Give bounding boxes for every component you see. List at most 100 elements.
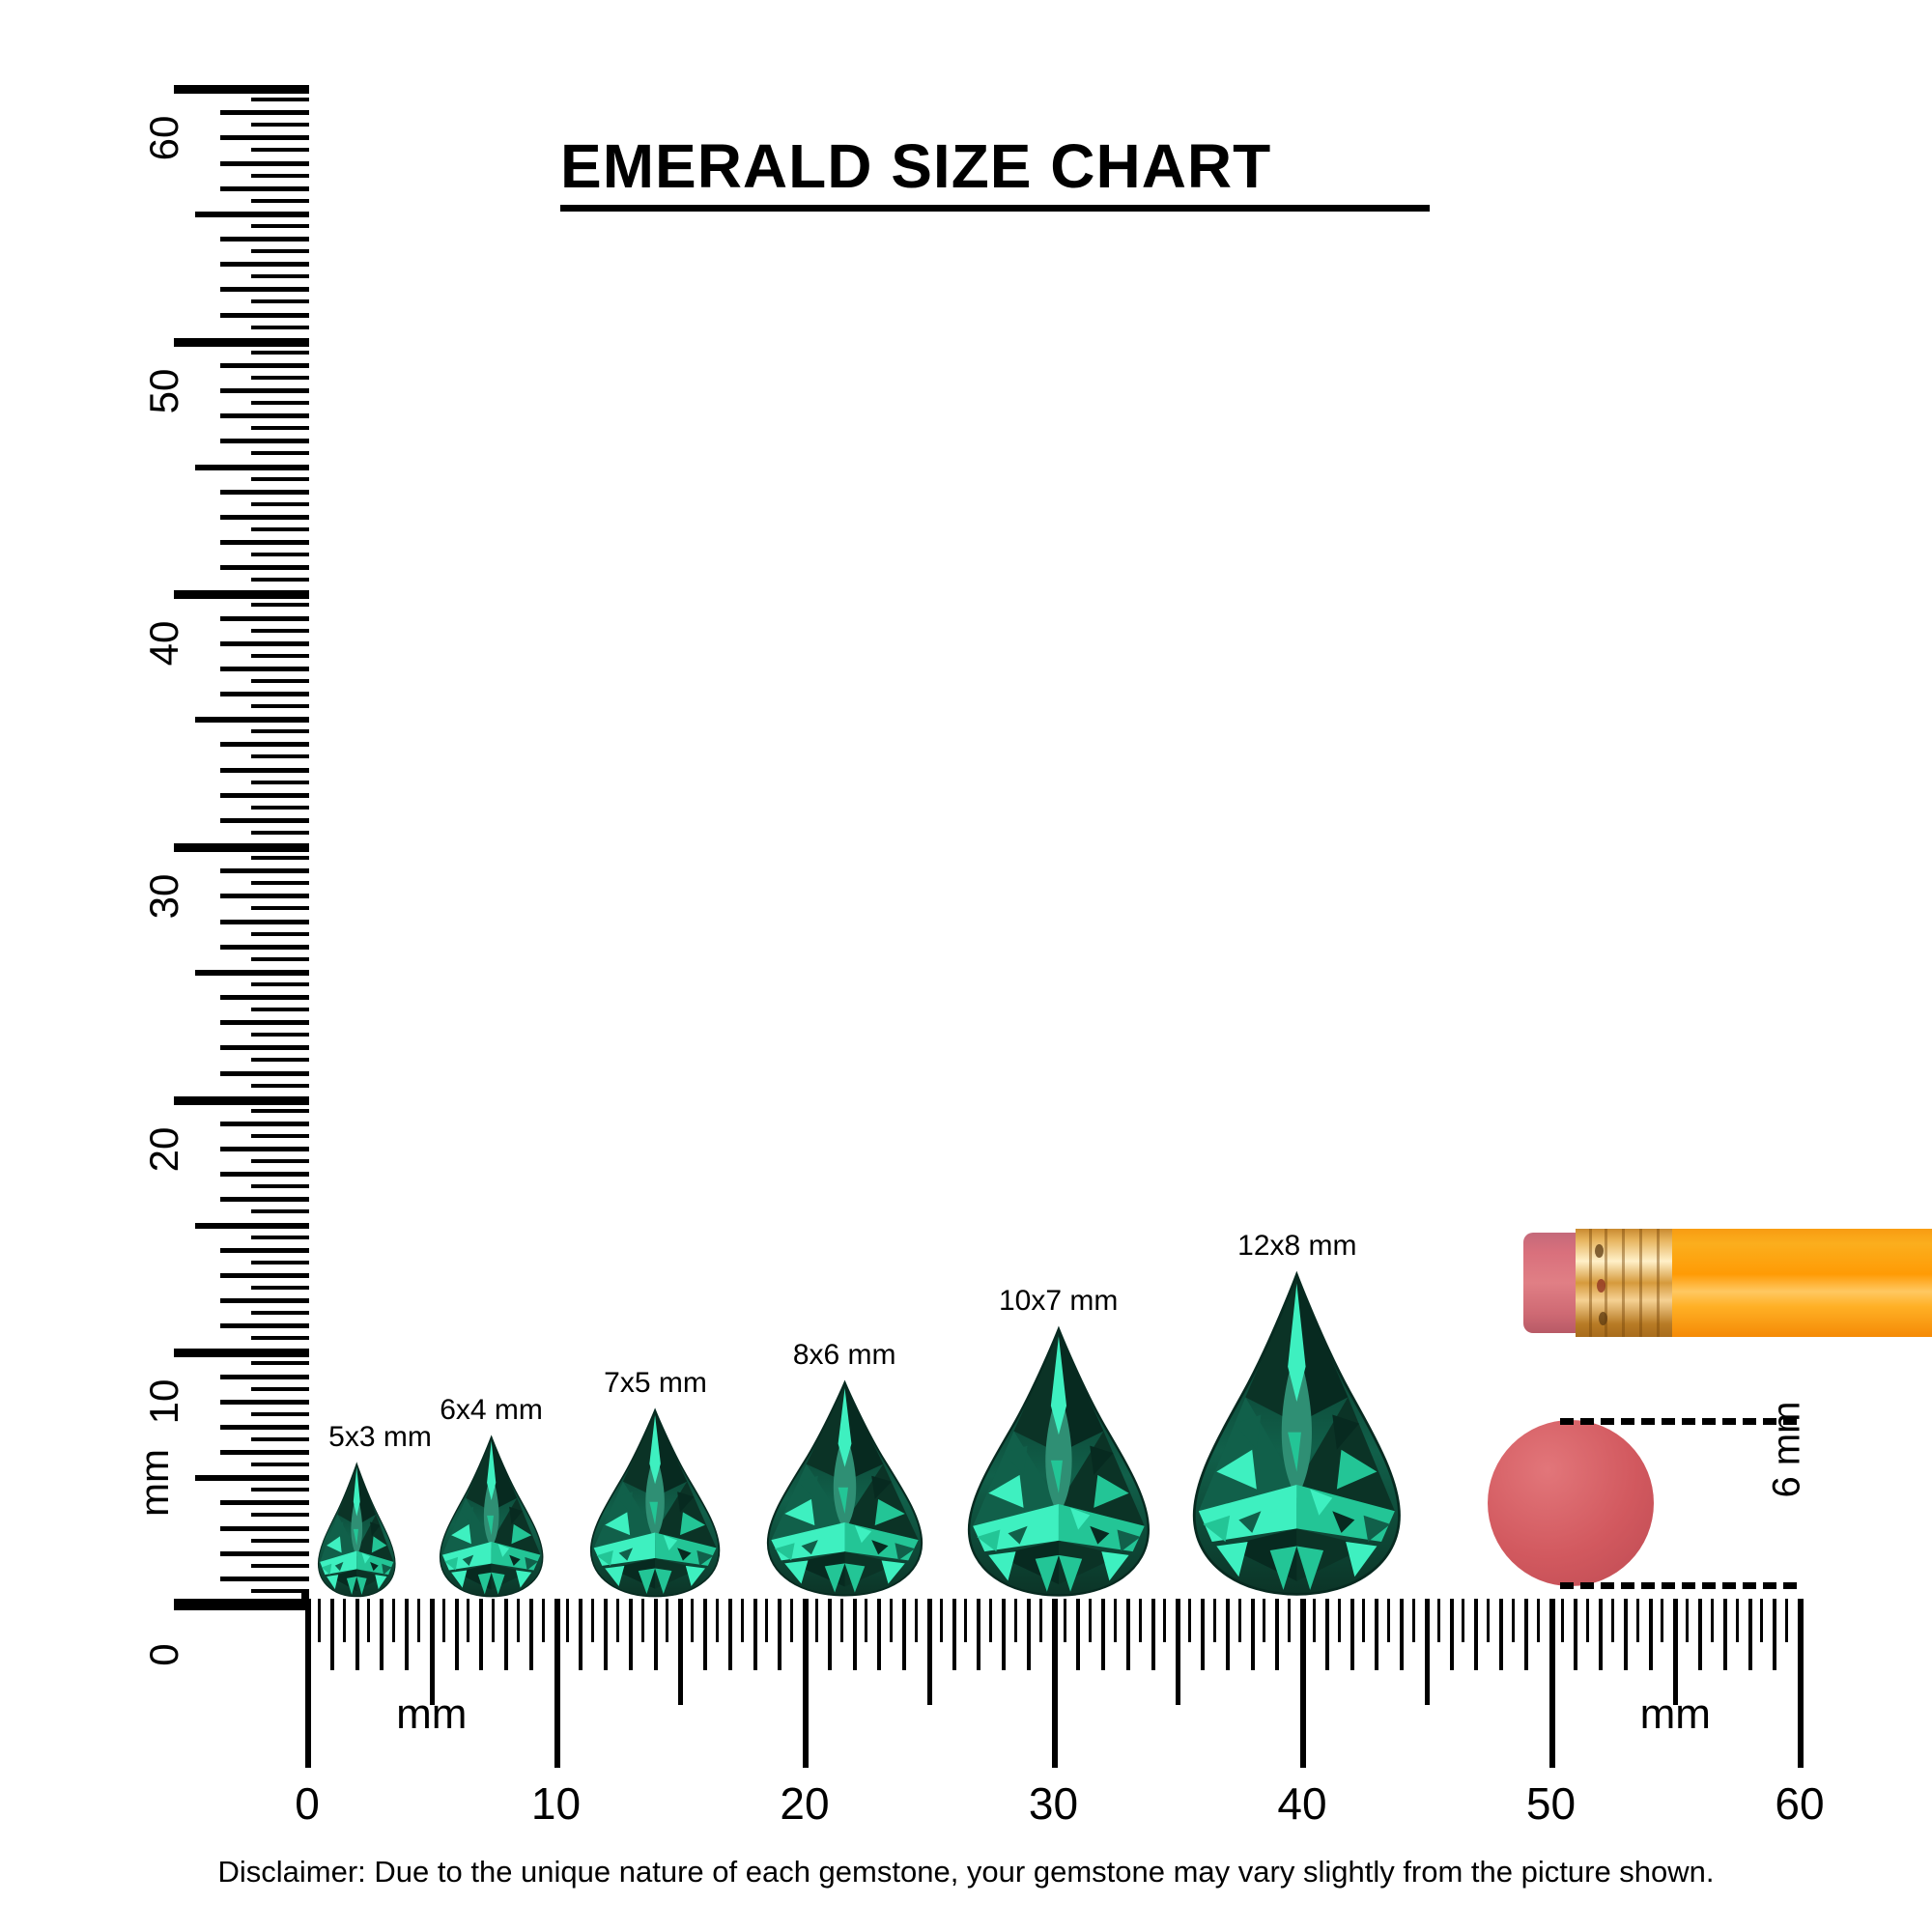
- vertical-ruler-zero-baseline: [174, 1599, 309, 1607]
- vertical-ruler-tick: [220, 1374, 309, 1379]
- vertical-ruler-tick: [251, 906, 309, 911]
- horizontal-ruler-tick: [1511, 1599, 1515, 1642]
- horizontal-ruler-tick: [454, 1599, 459, 1670]
- horizontal-ruler-tick: [753, 1599, 757, 1670]
- horizontal-ruler-tick: [1275, 1599, 1280, 1670]
- vertical-ruler-tick: [251, 1386, 309, 1391]
- gemstone-label: 6x4 mm: [440, 1394, 543, 1427]
- vertical-ruler-tick: [251, 830, 309, 835]
- vertical-ruler-tick: [220, 1576, 309, 1581]
- vertical-ruler-tick: [251, 981, 309, 986]
- horizontal-ruler-tick: [1635, 1599, 1639, 1642]
- vertical-ruler-tick: [195, 464, 309, 470]
- horizontal-ruler-tick: [1002, 1599, 1006, 1670]
- horizontal-ruler-tick: [1237, 1599, 1241, 1642]
- vertical-ruler-tick: [220, 362, 309, 368]
- horizontal-ruler-tick: [380, 1599, 384, 1670]
- vertical-ruler-tick: [195, 1222, 309, 1229]
- vertical-ruler-tick: [251, 476, 309, 481]
- horizontal-ruler-tick: [604, 1599, 608, 1670]
- horizontal-ruler-tick: [367, 1599, 371, 1642]
- vertical-ruler-tick: [251, 603, 309, 608]
- vertical-ruler-tick: [220, 1272, 309, 1278]
- horizontal-ruler-tick: [504, 1599, 508, 1670]
- horizontal-ruler-tick: [1026, 1599, 1031, 1670]
- horizontal-ruler-tick: [405, 1599, 409, 1670]
- vertical-ruler-tick: [220, 792, 309, 798]
- vertical-ruler-tick: [220, 1500, 309, 1506]
- horizontal-ruler-tick: [1760, 1599, 1764, 1642]
- horizontal-ruler-tick: [1449, 1599, 1454, 1670]
- ruler-corner: [301, 1592, 309, 1604]
- horizontal-ruler-tick: [1101, 1599, 1105, 1670]
- horizontal-ruler-tick: [1337, 1599, 1341, 1642]
- horizontal-ruler-tick: [1747, 1599, 1752, 1670]
- vertical-ruler-tick: [220, 1147, 309, 1151]
- gemstone-pear-shape: [590, 1407, 721, 1598]
- vertical-ruler-tick: [220, 439, 309, 444]
- horizontal-ruler-tick: [305, 1599, 311, 1768]
- horizontal-ruler-tick: [566, 1599, 570, 1642]
- horizontal-ruler-tick: [628, 1599, 633, 1670]
- vertical-ruler-tick: [251, 526, 309, 531]
- horizontal-ruler-tick: [591, 1599, 595, 1642]
- vertical-ruler-tick: [251, 956, 309, 961]
- vertical-ruler-tick: [220, 1247, 309, 1253]
- horizontal-ruler-unit-label: mm: [396, 1690, 468, 1738]
- vertical-ruler-tick: [251, 628, 309, 633]
- vertical-ruler-tick: [251, 1588, 309, 1593]
- horizontal-ruler-tick: [865, 1599, 868, 1642]
- vertical-ruler-tick: [251, 1235, 309, 1239]
- horizontal-ruler-tick: [528, 1599, 533, 1670]
- horizontal-ruler-tick: [1436, 1599, 1440, 1642]
- horizontal-ruler-tick: [1188, 1599, 1192, 1642]
- horizontal-ruler-tick: [479, 1599, 484, 1670]
- horizontal-ruler-tick: [1225, 1599, 1230, 1670]
- horizontal-ruler-tick: [416, 1599, 420, 1642]
- horizontal-ruler-tick: [1176, 1599, 1181, 1705]
- horizontal-ruler-tick: [1212, 1599, 1216, 1642]
- gemstone-6by4mm[interactable]: [436, 1435, 547, 1599]
- gemstone-pear-shape: [439, 1435, 544, 1598]
- vertical-ruler-tick: [251, 1436, 309, 1441]
- vertical-ruler-tick: [220, 894, 309, 899]
- vertical-ruler-tick: [220, 185, 309, 191]
- vertical-ruler-tick: [251, 578, 309, 582]
- vertical-ruler-tick: [220, 868, 309, 874]
- horizontal-ruler-tick: [1375, 1599, 1379, 1670]
- horizontal-ruler-tick: [1773, 1599, 1777, 1670]
- gemstone-pear-shape: [967, 1325, 1150, 1597]
- vertical-ruler-tick: [251, 805, 309, 810]
- horizontal-ruler-tick: [516, 1599, 520, 1642]
- horizontal-ruler-tick: [1324, 1599, 1329, 1670]
- gemstone-5by3mm[interactable]: [315, 1462, 399, 1599]
- horizontal-ruler-tick: [1648, 1599, 1653, 1670]
- horizontal-ruler-tick: [467, 1599, 470, 1642]
- vertical-ruler-tick: [220, 135, 309, 141]
- vertical-ruler-tick: [251, 198, 309, 203]
- vertical-ruler-tick: [251, 1008, 309, 1012]
- gemstone-label: 8x6 mm: [792, 1339, 896, 1372]
- disclaimer-text: Disclaimer: Due to the unique nature of …: [217, 1855, 1715, 1889]
- vertical-ruler-tick: [251, 653, 309, 658]
- horizontal-ruler-tick: [1064, 1599, 1067, 1642]
- horizontal-ruler-tick: [890, 1599, 894, 1642]
- horizontal-ruler-tick: [1089, 1599, 1093, 1642]
- vertical-ruler-tick: [251, 1513, 309, 1518]
- vertical-ruler-tick: [174, 85, 309, 94]
- horizontal-ruler-tick: [914, 1599, 918, 1642]
- gemstone-7by5mm[interactable]: [585, 1407, 724, 1599]
- horizontal-ruler-tick: [1312, 1599, 1316, 1642]
- vertical-ruler-tick: [174, 1349, 309, 1358]
- pencil-ferrule: [1576, 1229, 1674, 1337]
- horizontal-ruler-tick: [317, 1599, 321, 1642]
- vertical-ruler-tick: [220, 742, 309, 748]
- gemstone-10by7mm[interactable]: [961, 1325, 1156, 1599]
- gemstone-12by8mm[interactable]: [1185, 1270, 1408, 1599]
- horizontal-ruler-tick: [814, 1599, 818, 1642]
- gemstone-8by6mm[interactable]: [761, 1379, 928, 1599]
- gemstone-label: 7x5 mm: [604, 1366, 707, 1399]
- horizontal-ruler-tick: [1798, 1599, 1804, 1768]
